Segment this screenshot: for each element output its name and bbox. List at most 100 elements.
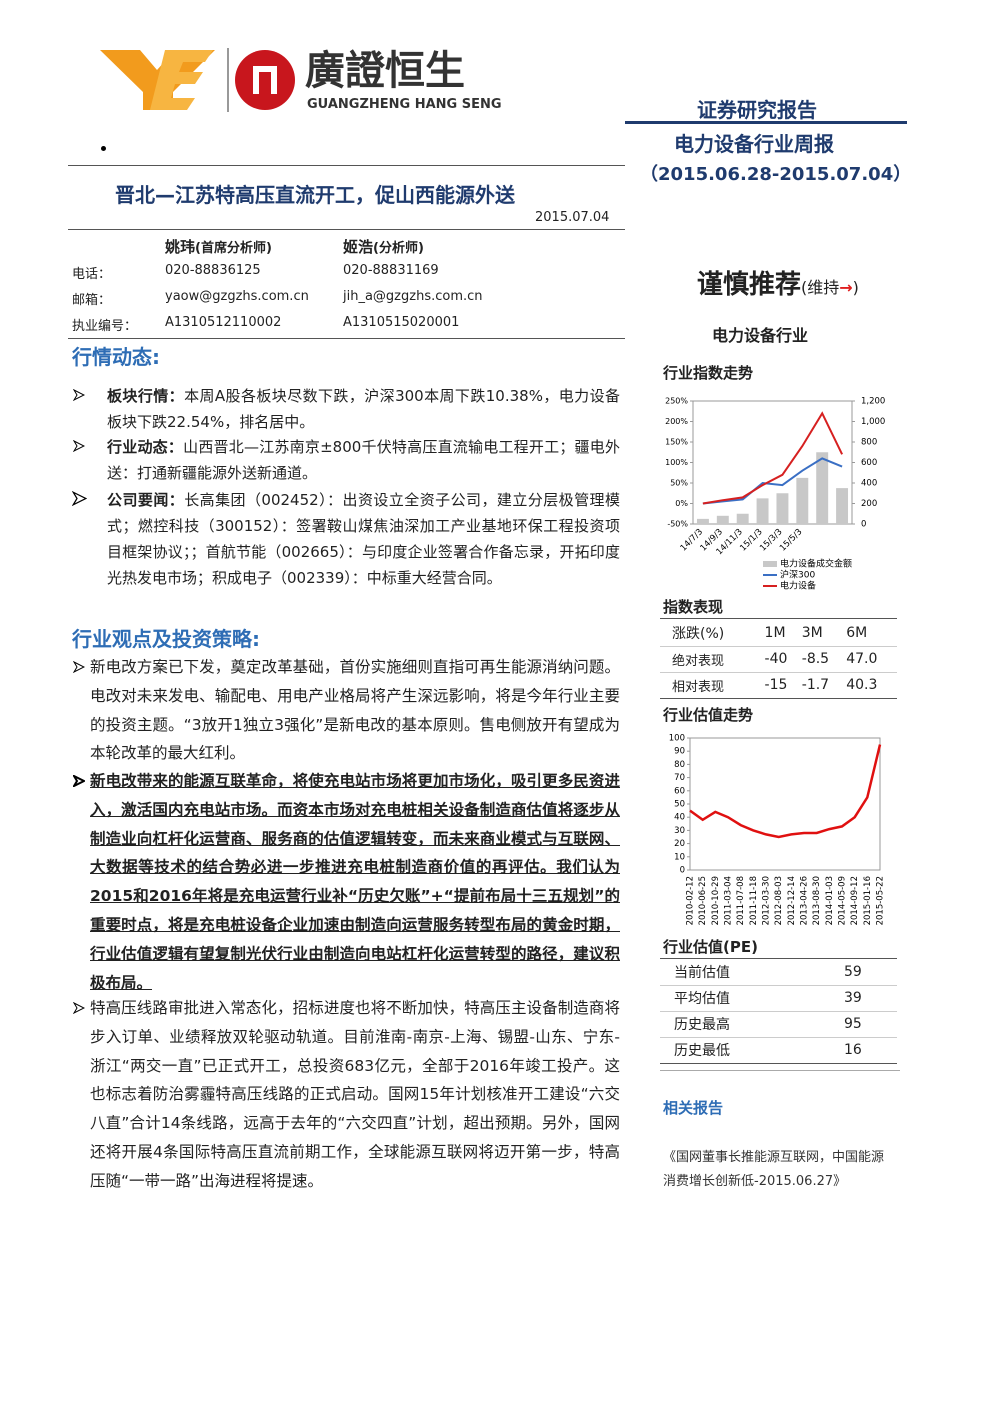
related-item: 《国网董事长推能源互联网，中国能源消费增长创新低-2015.06.27》 <box>663 1150 885 1189</box>
y-tick-label: -50% <box>667 520 688 529</box>
y2-tick-label: 200 <box>861 499 877 509</box>
bar <box>756 498 769 524</box>
y-tick-label: 30 <box>674 826 685 836</box>
x-tick-label: 2012-12-14 <box>787 876 797 925</box>
bullet-marker <box>73 440 85 452</box>
y-tick-label: 50 <box>674 800 685 810</box>
y-tick-label: 80 <box>674 760 685 770</box>
cell: 绝对表现 <box>672 653 725 669</box>
bullet-marker <box>72 491 87 506</box>
y-tick-label: 100 <box>669 734 685 744</box>
cell: 6M <box>846 624 868 641</box>
y2-tick-label: 0 <box>861 520 866 530</box>
cell: -40 <box>764 651 788 667</box>
table-row: 平均估值 39 <box>660 985 897 1011</box>
rating-close: ) <box>852 278 859 297</box>
legend-swatch <box>763 561 777 567</box>
related-title: 相关报告 <box>663 1099 724 1117</box>
y-tick-label: 150% <box>665 438 688 447</box>
bullet-lead: 公司要闻： <box>107 491 185 509</box>
x-tick-label: 2010-06-25 <box>698 876 708 925</box>
rating-text: 谨慎推荐 <box>697 270 802 300</box>
y-tick-label: 200% <box>665 417 688 426</box>
x-tick-label: 2013-08-30 <box>812 876 822 925</box>
y-tick-label: 10 <box>674 852 685 862</box>
cell: 历史最低 <box>674 1043 730 1059</box>
phone: 020-88831169 <box>343 263 439 278</box>
row-label: 邮箱： <box>72 293 112 308</box>
report-type: 证券研究报告 <box>697 98 817 122</box>
rule <box>68 165 625 166</box>
bullet-lead: 行业动态： <box>107 438 184 456</box>
index-table: 涨跌(%) 1M 3M 6M 绝对表现 -40 -8.5 47.0 相对表现 -15 -1.7 4… <box>660 620 897 699</box>
y2-tick-label: 800 <box>861 438 877 448</box>
bar <box>836 488 849 524</box>
cell: 当前估值 <box>674 964 730 981</box>
bar <box>696 518 709 524</box>
table-header: 涨跌(%) 1M 3M 6M <box>660 620 897 646</box>
cell: 1M <box>764 624 786 641</box>
analyst-name: 姚玮 <box>165 238 196 256</box>
bullet: 板块行情：本周A股各板块尽数下跌，沪深300本周下跌10.38%，电力设备板块下… <box>107 383 620 435</box>
phone: 020-88836125 <box>165 263 261 278</box>
y-tick-label: 90 <box>674 747 685 757</box>
logo-cn: 廣證恒生 <box>305 48 465 94</box>
row-label: 执业编号： <box>72 319 138 334</box>
cell: 相对表现 <box>672 679 725 695</box>
bullet: 公司要闻：长高集团（002452）：出资设立全资子公司，建立分层极管理模式；燃控… <box>107 487 620 591</box>
y2-tick-label: 1,000 <box>861 417 885 427</box>
dot <box>101 146 106 151</box>
bullet-marker <box>73 775 85 787</box>
bullet-marker <box>73 661 85 673</box>
y-tick-label: 0 <box>680 866 685 876</box>
x-tick-label: 2012-03-30 <box>762 876 772 925</box>
line <box>689 744 882 839</box>
paragraph: 新电改方案已下发，奠定改革基础，首份实施细则直指可再生能源消纳问题。电改对未来发… <box>90 658 620 763</box>
bar <box>776 493 789 524</box>
cell: 39 <box>844 990 862 1006</box>
cell: -1.7 <box>801 677 830 693</box>
table-row: 相对表现 -15 -1.7 40.3 <box>660 672 897 698</box>
rule <box>660 618 897 619</box>
cell: 涨跌(%) <box>672 625 725 642</box>
license: A1310515020001 <box>343 315 460 330</box>
table-row: 历史最高 95 <box>660 1011 897 1037</box>
logo: 廣證恒生 GUANGZHENG HANG SENG <box>100 48 502 112</box>
table-title: 行业估值(PE) <box>663 938 758 956</box>
industry: 电力设备行业 <box>712 326 809 345</box>
email: jih_a@gzgzhs.com.cn <box>343 289 483 304</box>
rule <box>660 1070 900 1071</box>
cell: 3M <box>801 624 823 641</box>
x-tick-label: 2012-08-03 <box>774 876 784 925</box>
y-tick-label: 100% <box>665 458 688 467</box>
x-tick-label: 15/5/3 <box>778 527 804 553</box>
line <box>702 411 843 505</box>
x-tick-label: 2011-03-04 <box>724 876 734 925</box>
chart-title: 行业估值走势 <box>663 706 754 724</box>
y2-tick-label: 1,200 <box>861 397 885 407</box>
row-label: 电话： <box>72 267 112 282</box>
pe-table: 当前估值 59 平均估值 39 历史最高 95 历史最低 16 <box>660 959 897 1064</box>
x-tick-label: 2013-04-26 <box>800 876 810 925</box>
table-title: 指数表现 <box>663 598 724 616</box>
cell: -15 <box>764 677 788 693</box>
paragraph: 特高压线路审批进入常态化，招标进度也将不断加快，特高压主设备制造商将步入订单、业… <box>90 999 620 1190</box>
bullet-marker <box>73 1002 85 1014</box>
y-tick-label: 50% <box>670 479 688 488</box>
table-row: 当前估值 59 <box>660 959 897 985</box>
logo-en: GUANGZHENG HANG SENG <box>307 97 502 112</box>
cell: 历史最高 <box>674 1017 730 1033</box>
cell: 59 <box>844 963 862 980</box>
bar <box>816 452 829 524</box>
bullet-text: 山西晋北—江苏南京±800千伏特高压直流输电工程开工；疆电外送：打通新疆能源外送… <box>107 438 620 482</box>
analyst: 姬浩(分析师) <box>343 236 424 257</box>
y-tick-label: 70 <box>674 773 685 783</box>
y2-tick-label: 400 <box>861 479 877 489</box>
y-tick-label: 250% <box>665 397 688 406</box>
y2-tick-label: 600 <box>861 458 877 468</box>
section-heading: 行业观点及投资策略: <box>72 627 260 651</box>
x-tick-label: 2014-05-09 <box>838 876 848 925</box>
rating: 谨慎推荐(维持→) <box>697 264 859 301</box>
cell: -8.5 <box>801 651 830 667</box>
analyst: 姚玮(首席分析师) <box>165 236 272 257</box>
